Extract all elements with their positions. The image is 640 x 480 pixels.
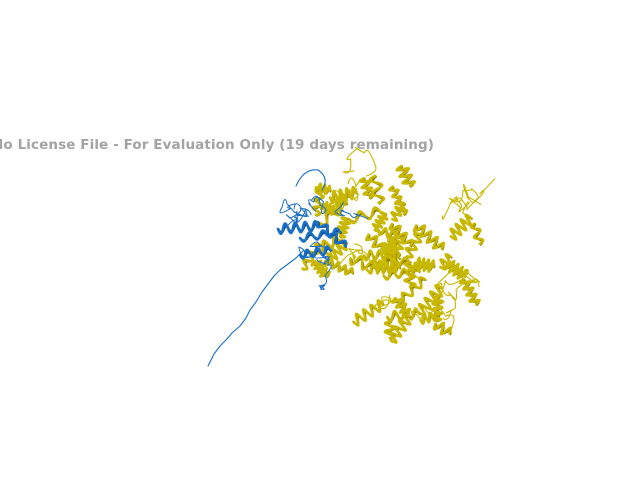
helix-ribbon bbox=[371, 211, 389, 233]
helix-ribbon bbox=[374, 260, 401, 275]
coil-loop bbox=[404, 260, 421, 280]
coil-loop bbox=[436, 270, 457, 320]
helix-ribbon bbox=[395, 164, 417, 187]
coil-loop bbox=[374, 294, 401, 311]
terminal-tail bbox=[207, 249, 305, 367]
helix-ribbon bbox=[390, 200, 407, 222]
protein-chain-yellow bbox=[301, 147, 496, 344]
helix-ribbon bbox=[413, 256, 435, 273]
helix-ribbon bbox=[362, 248, 401, 262]
helix-ribbon bbox=[412, 224, 446, 250]
coil-loop bbox=[331, 189, 345, 212]
helix-ribbon bbox=[358, 176, 376, 199]
coil-loop bbox=[348, 243, 364, 263]
coil-loop bbox=[456, 184, 482, 211]
coil-loop bbox=[342, 147, 377, 177]
helix-ribbon bbox=[388, 313, 412, 344]
coil-loop bbox=[334, 201, 369, 219]
helix-ribbon bbox=[323, 258, 354, 276]
helix-ribbon bbox=[382, 266, 421, 281]
coil-loop bbox=[318, 255, 332, 290]
coil-loop bbox=[309, 241, 333, 265]
helix-ribbon bbox=[352, 299, 384, 327]
helix-ribbon bbox=[404, 231, 423, 259]
coil-loop bbox=[298, 246, 330, 261]
coil-loop bbox=[279, 199, 308, 218]
helix-ribbon bbox=[315, 220, 348, 248]
evaluation-watermark: No License File - For Evaluation Only (1… bbox=[0, 137, 435, 153]
helix-ribbon bbox=[365, 233, 385, 251]
coil-loop bbox=[440, 268, 481, 295]
helix-ribbon bbox=[388, 222, 415, 247]
coil-loop bbox=[329, 249, 379, 269]
helix-ribbon bbox=[335, 216, 352, 239]
helix-ribbon bbox=[347, 206, 382, 225]
helix-ribbon bbox=[417, 284, 444, 317]
helix-ribbon bbox=[430, 295, 445, 322]
helix-ribbon bbox=[276, 219, 320, 236]
coil-loop bbox=[295, 169, 326, 191]
helix-ribbon bbox=[319, 200, 339, 216]
helix-ribbon bbox=[326, 238, 348, 265]
helix-ribbon bbox=[311, 188, 325, 217]
helix-ribbon bbox=[377, 227, 396, 239]
helix-ribbon bbox=[469, 222, 485, 246]
helix-ribbon bbox=[310, 259, 331, 278]
helix-ribbon bbox=[316, 235, 340, 253]
helix-ribbon bbox=[349, 255, 375, 271]
coil-loop bbox=[346, 177, 360, 202]
helix-ribbon bbox=[459, 278, 481, 306]
helix-ribbon bbox=[380, 237, 398, 258]
helix-ribbon bbox=[432, 321, 453, 336]
helix-ribbon bbox=[368, 174, 386, 204]
helix-ribbon bbox=[439, 253, 452, 271]
protein-chain-blue bbox=[207, 169, 369, 367]
coil-loop bbox=[410, 305, 455, 329]
helix-ribbon bbox=[449, 213, 473, 241]
coil-loop bbox=[441, 197, 470, 224]
helix-ribbon bbox=[443, 259, 469, 280]
coil-loop bbox=[308, 195, 327, 214]
coil-loop bbox=[285, 203, 312, 223]
